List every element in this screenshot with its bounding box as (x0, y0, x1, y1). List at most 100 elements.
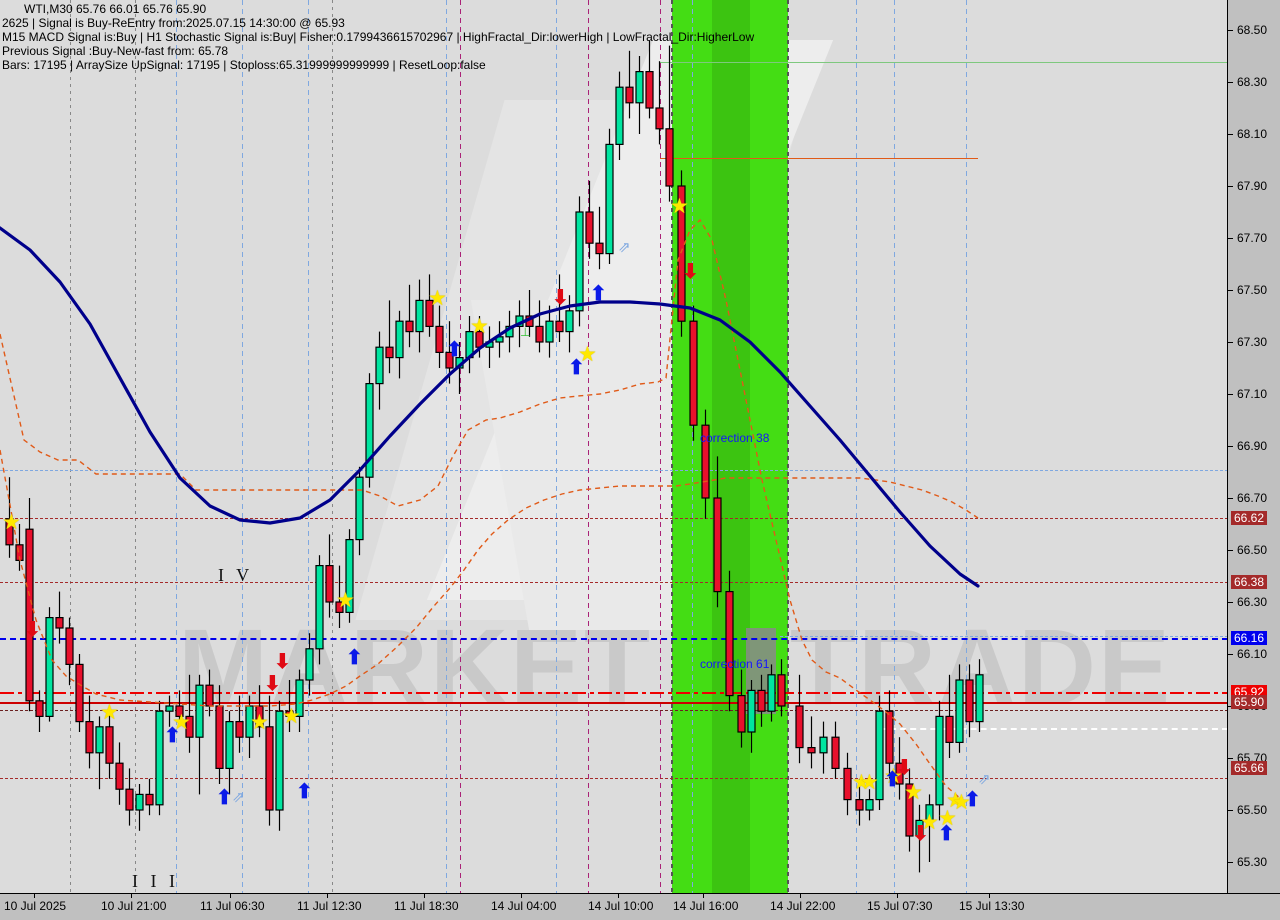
time-tick (34, 894, 35, 898)
buy-arrow-up-icon: ⬆ (590, 283, 607, 305)
price-badge[interactable]: 66.38 (1231, 575, 1268, 589)
candle (795, 674, 804, 764)
candle (195, 674, 204, 795)
candle (945, 674, 954, 758)
candle (165, 695, 174, 727)
price-tick (1228, 602, 1233, 603)
candle (75, 654, 84, 732)
chart-annotations-layer: correction 38 correction 61 I V I I I (132, 431, 770, 890)
buy-arrow-up-icon: ⬆ (346, 647, 363, 669)
time-label: 10 Jul 21:00 (101, 899, 167, 913)
session-sep-7 (446, 0, 447, 893)
zone-right-border (787, 0, 789, 893)
session-sep-6 (332, 0, 333, 893)
candle (975, 659, 984, 732)
price-scale[interactable]: 68.50 68.30 68.10 67.90 67.70 67.50 67.30 67.10… (1228, 0, 1280, 893)
stoploss-line (0, 692, 1228, 694)
time-label: 15 Jul 13:30 (959, 899, 1025, 913)
buy-arrow-up-icon: ⬆ (164, 725, 181, 747)
session-sep-13 (856, 0, 857, 893)
time-label: 15 Jul 07:30 (867, 899, 933, 913)
sell-arrow-down-icon: ⬇ (264, 673, 281, 695)
candle (345, 529, 354, 623)
price-label: 66.90 (1237, 439, 1268, 453)
price-tick (1228, 758, 1233, 759)
time-tick (131, 894, 132, 898)
price-tick (1228, 134, 1233, 135)
moving-average-line (0, 226, 980, 588)
time-scale[interactable]: 10 Jul 2025 10 Jul 21:00 11 Jul 06:30 11 Ju… (0, 893, 1280, 920)
price-badge[interactable]: 65.90 (1231, 695, 1268, 709)
candle (955, 664, 964, 753)
candle (35, 690, 44, 732)
time-tick (800, 894, 801, 898)
candle (105, 711, 114, 779)
price-tick (1228, 82, 1233, 83)
time-label: 14 Jul 04:00 (491, 899, 557, 913)
buy-signal-star-icon: ★ (884, 765, 903, 788)
upper-channel-line (0, 470, 1228, 471)
buy-arrow-up-icon: ⬆ (446, 339, 463, 361)
session-sep-8 (460, 0, 461, 893)
price-tick (1228, 394, 1233, 395)
candle (843, 752, 852, 816)
candle (655, 61, 664, 145)
time-tick (989, 894, 990, 898)
candle (305, 633, 314, 696)
candle (285, 680, 294, 732)
candlestick-series (5, 40, 984, 873)
price-tick (1228, 290, 1233, 291)
candle (615, 71, 624, 160)
price-label: 65.50 (1237, 803, 1268, 817)
buy-signal-star-icon: ★ (904, 781, 923, 804)
buy-signal-star-icon: ★ (578, 343, 597, 366)
price-tick (1228, 30, 1233, 31)
buy-signal-star-icon: ★ (938, 807, 957, 830)
buy-signal-star-icon: ★ (336, 589, 355, 612)
candle (255, 685, 264, 738)
signal-zone-inner (712, 0, 750, 893)
price-label: 67.10 (1237, 387, 1268, 401)
time-tick (230, 894, 231, 898)
buy-signal-star-icon: ★ (2, 511, 21, 534)
candle (85, 695, 94, 769)
candle (747, 680, 756, 753)
candle (45, 607, 54, 722)
candle (865, 789, 874, 821)
info-line-1: M15 MACD Signal is:Buy | H1 Stochastic S… (2, 30, 755, 44)
price-label: 68.30 (1237, 75, 1268, 89)
candle (767, 664, 776, 722)
correction-label: correction 61 (700, 657, 770, 671)
candle (155, 700, 164, 816)
candle (435, 305, 444, 368)
price-label: 66.50 (1237, 543, 1268, 557)
session-sep-5 (308, 0, 309, 893)
price-tick (1228, 186, 1233, 187)
session-sep-14 (894, 0, 895, 893)
buy-signal-star-icon: ★ (952, 791, 971, 814)
candle (935, 700, 944, 821)
buy-signal-star-icon: ★ (852, 771, 871, 794)
price-label: 67.90 (1237, 179, 1268, 193)
buy-signal-star-icon: ★ (250, 711, 269, 734)
price-badge[interactable]: 66.62 (1231, 511, 1268, 525)
chart-info-block: WTI,M30 65.76 66.01 65.76 65.90 2625 | S… (0, 0, 754, 72)
price-label: 67.30 (1237, 335, 1268, 349)
fib-50-line (0, 582, 1228, 583)
price-badge[interactable]: 65.66 (1231, 761, 1268, 775)
candle (645, 40, 654, 119)
session-sep-9 (556, 0, 557, 893)
candle (819, 721, 828, 774)
candle (855, 778, 864, 826)
chart-plot-area[interactable]: MARKET TRADE (0, 0, 1228, 893)
correction-label: correction 38 (700, 431, 770, 445)
price-label: 66.10 (1237, 647, 1268, 661)
price-badge[interactable]: 66.16 (1231, 631, 1268, 645)
candle (25, 498, 34, 712)
zone-left-border (671, 0, 673, 893)
time-label: 11 Jul 06:30 (200, 899, 265, 913)
candle (737, 669, 746, 748)
info-line-3: Bars: 17195 | ArraySize UpSignal: 17195 … (2, 58, 486, 72)
time-tick (618, 894, 619, 898)
candle (545, 305, 554, 358)
